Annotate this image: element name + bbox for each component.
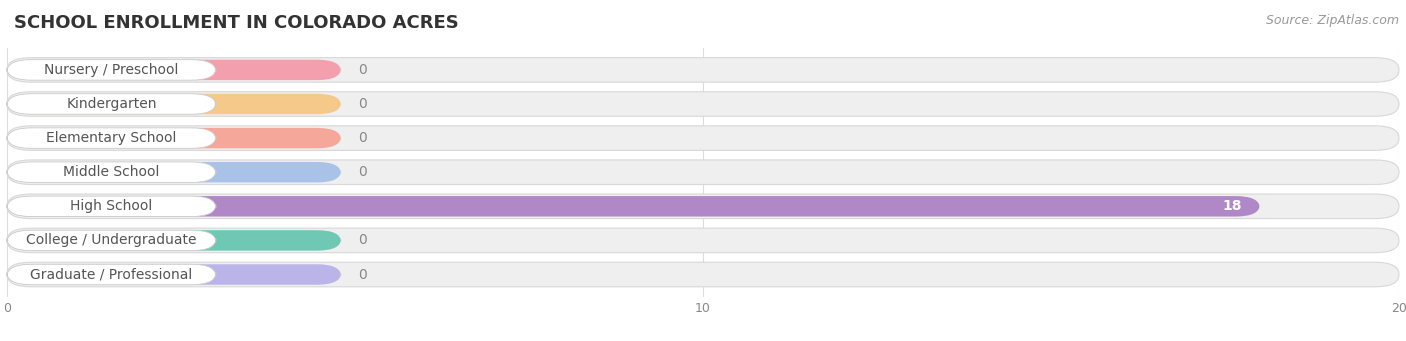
FancyBboxPatch shape [7, 128, 342, 148]
Text: Source: ZipAtlas.com: Source: ZipAtlas.com [1265, 14, 1399, 27]
Text: High School: High School [70, 199, 152, 213]
FancyBboxPatch shape [7, 94, 217, 114]
Text: SCHOOL ENROLLMENT IN COLORADO ACRES: SCHOOL ENROLLMENT IN COLORADO ACRES [14, 14, 458, 32]
FancyBboxPatch shape [7, 128, 217, 148]
FancyBboxPatch shape [7, 230, 342, 251]
Text: 0: 0 [359, 165, 367, 179]
Text: 0: 0 [359, 233, 367, 248]
FancyBboxPatch shape [7, 58, 1399, 82]
Text: 18: 18 [1223, 199, 1243, 213]
FancyBboxPatch shape [7, 262, 1399, 287]
FancyBboxPatch shape [7, 160, 1399, 184]
Text: 0: 0 [359, 131, 367, 145]
Text: Nursery / Preschool: Nursery / Preschool [44, 63, 179, 77]
FancyBboxPatch shape [7, 126, 1399, 150]
Text: College / Undergraduate: College / Undergraduate [27, 233, 197, 248]
Text: 0: 0 [359, 63, 367, 77]
Text: Kindergarten: Kindergarten [66, 97, 156, 111]
FancyBboxPatch shape [7, 230, 217, 251]
Text: 0: 0 [359, 267, 367, 282]
FancyBboxPatch shape [7, 94, 342, 114]
FancyBboxPatch shape [7, 60, 217, 80]
Text: Middle School: Middle School [63, 165, 160, 179]
FancyBboxPatch shape [7, 264, 342, 285]
FancyBboxPatch shape [7, 162, 342, 182]
Text: Elementary School: Elementary School [46, 131, 177, 145]
FancyBboxPatch shape [7, 194, 1399, 219]
FancyBboxPatch shape [7, 264, 217, 285]
FancyBboxPatch shape [7, 92, 1399, 116]
FancyBboxPatch shape [7, 196, 1260, 217]
FancyBboxPatch shape [7, 228, 1399, 253]
FancyBboxPatch shape [7, 162, 217, 182]
Text: Graduate / Professional: Graduate / Professional [31, 267, 193, 282]
Text: 0: 0 [359, 97, 367, 111]
FancyBboxPatch shape [7, 196, 217, 217]
FancyBboxPatch shape [7, 60, 342, 80]
